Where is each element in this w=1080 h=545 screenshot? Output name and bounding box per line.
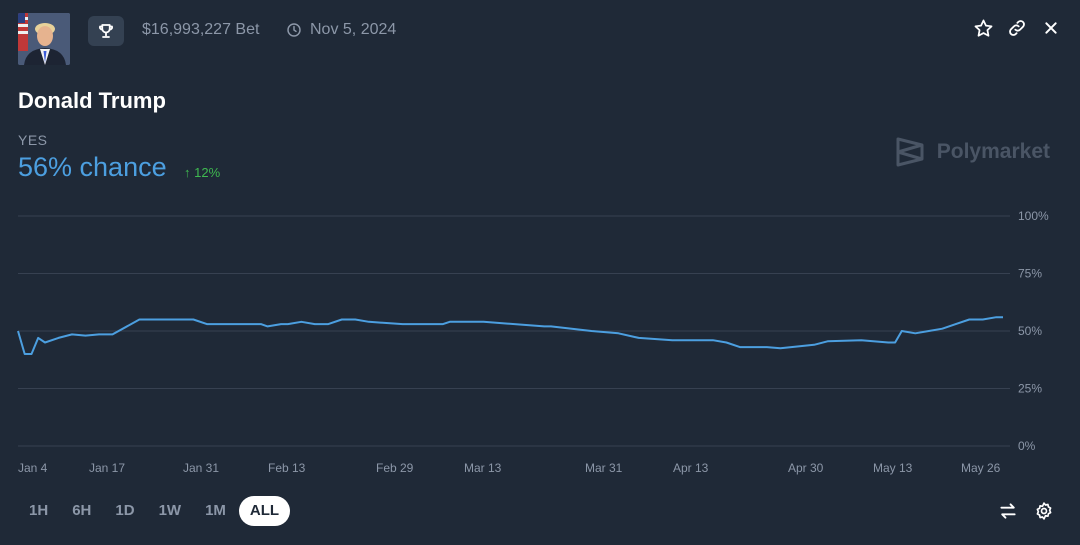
star-icon <box>974 19 992 37</box>
y-tick-label: 75% <box>1018 267 1042 281</box>
y-tick-label: 50% <box>1018 324 1042 338</box>
copy-link-button[interactable] <box>1006 15 1028 41</box>
swap-icon <box>1000 503 1016 519</box>
close-icon <box>1045 22 1057 34</box>
x-tick-label: Mar 31 <box>585 461 623 475</box>
timeframe-1m[interactable]: 1M <box>205 502 226 519</box>
change-value: 12% <box>194 165 221 180</box>
end-date-text: Nov 5, 2024 <box>310 21 397 38</box>
end-date: Nov 5, 2024 <box>286 21 396 39</box>
x-tick-label: May 13 <box>873 461 913 475</box>
timeframe-6h[interactable]: 6H <box>72 502 92 519</box>
favorite-button[interactable] <box>972 15 994 41</box>
trophy-badge[interactable] <box>88 16 124 46</box>
link-icon <box>1009 20 1025 36</box>
x-tick-label: Apr 30 <box>788 461 824 475</box>
timeframe-selector: 1H 6H 1D 1W 1M ALL <box>18 496 292 526</box>
header-actions <box>972 15 1062 41</box>
swap-outcome-button[interactable] <box>996 498 1020 524</box>
market-title: Donald Trump <box>18 88 166 113</box>
price-line <box>17 316 1003 355</box>
y-tick-label: 25% <box>1018 382 1042 396</box>
market-header: $16,993,227 Bet Nov 5, 2024 <box>18 13 1062 67</box>
outcome-label: YES <box>18 132 48 148</box>
x-tick-label: Jan 31 <box>183 461 219 475</box>
clock-icon <box>287 23 301 37</box>
x-tick-label: May 26 <box>961 461 1001 475</box>
x-tick-label: Mar 13 <box>464 461 502 475</box>
price-chart: 100% 75% 50% 25% 0% Jan 4 Jan 17 Jan 31 Feb 13 F… <box>17 209 1049 475</box>
x-tick-label: Feb 13 <box>268 461 306 475</box>
change-indicator: ↑ 12% <box>184 165 220 180</box>
bet-volume: $16,993,227 Bet <box>142 21 260 38</box>
timeframe-1d[interactable]: 1D <box>115 502 135 519</box>
x-tick-label: Feb 29 <box>376 461 414 475</box>
polymarket-logo-icon <box>896 137 924 167</box>
x-tick-label: Jan 4 <box>18 461 48 475</box>
y-tick-label: 100% <box>1018 209 1049 223</box>
close-button[interactable] <box>1040 15 1062 41</box>
chance-value: 56% chance <box>18 152 167 182</box>
y-tick-label: 0% <box>1018 439 1036 453</box>
gear-icon <box>1036 502 1052 520</box>
arrow-up-icon: ↑ <box>184 165 191 180</box>
trophy-icon <box>98 24 114 38</box>
candidate-avatar <box>18 13 70 65</box>
x-tick-label: Jan 17 <box>89 461 125 475</box>
timeframe-1w[interactable]: 1W <box>158 502 182 519</box>
brand-watermark: Polymarket <box>895 136 1050 168</box>
chart-actions <box>996 498 1056 524</box>
chart-settings-button[interactable] <box>1032 498 1056 524</box>
timeframe-1h[interactable]: 1H <box>29 502 49 519</box>
x-tick-label: Apr 13 <box>673 461 709 475</box>
brand-name: Polymarket <box>936 140 1050 163</box>
timeframe-all[interactable]: ALL <box>238 496 291 526</box>
